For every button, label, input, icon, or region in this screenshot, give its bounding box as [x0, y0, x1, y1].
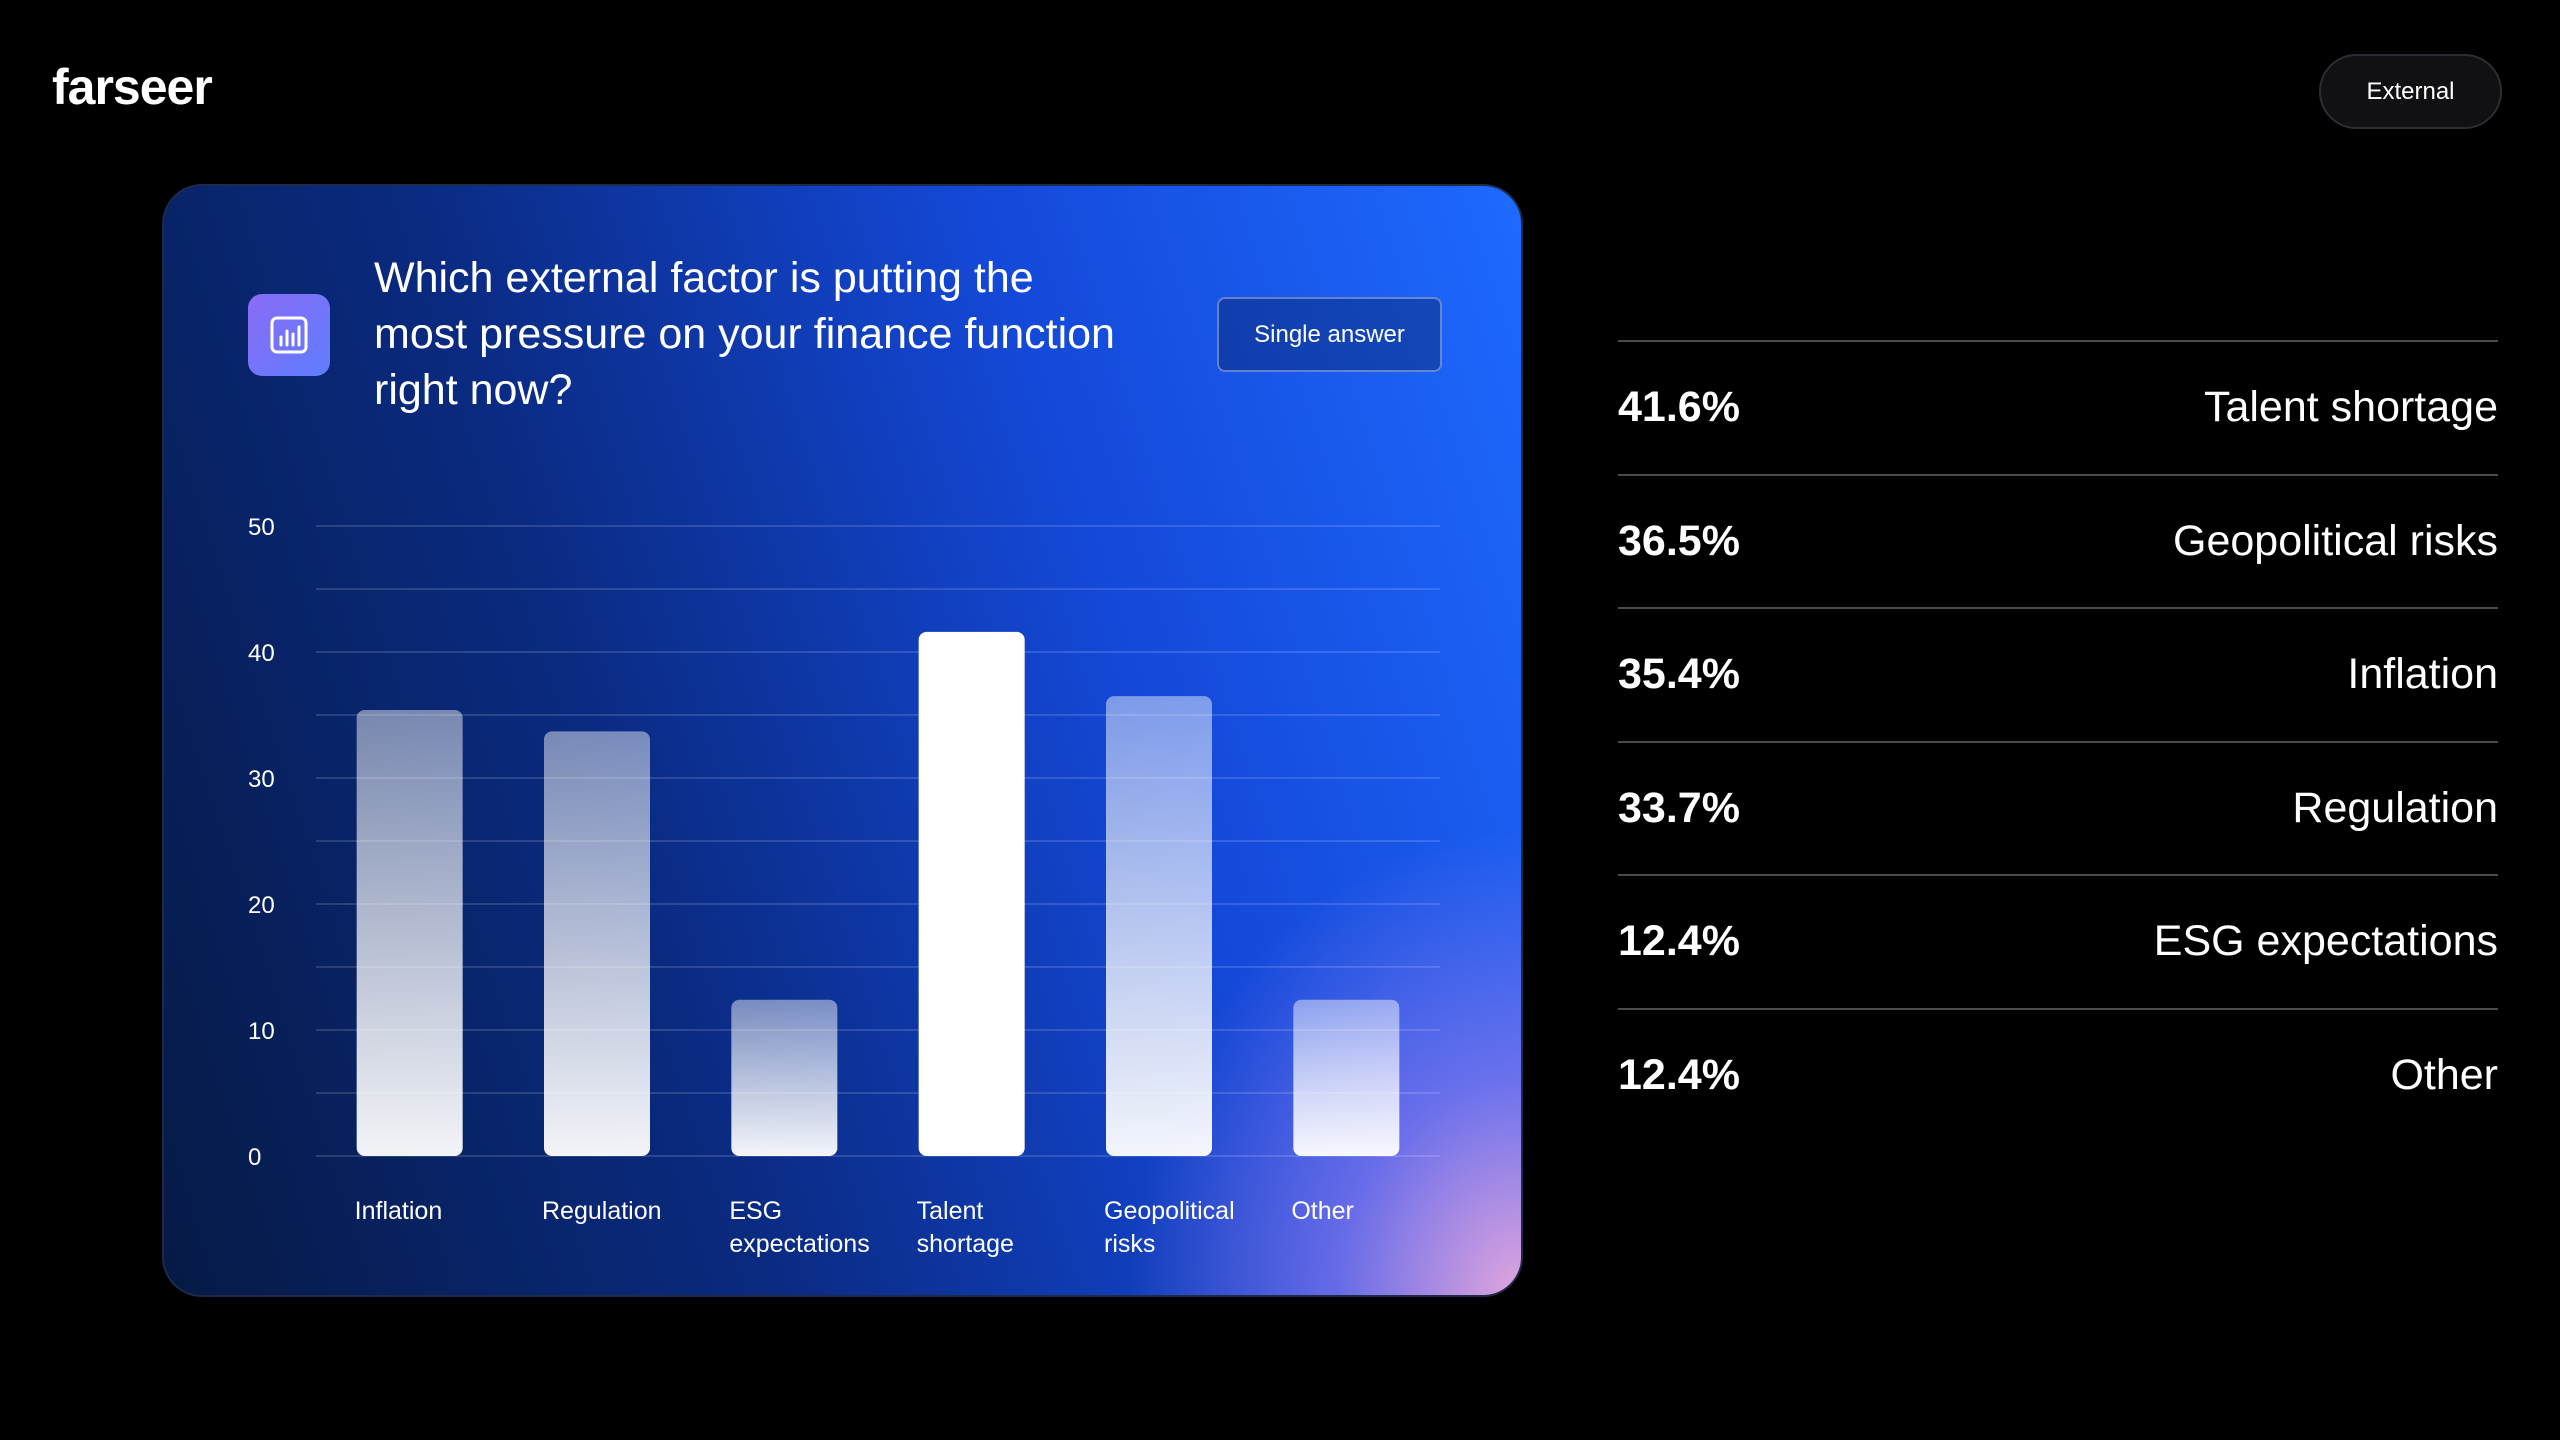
result-percent: 12.4%: [1618, 917, 1740, 966]
result-percent: 33.7%: [1618, 783, 1740, 832]
single-answer-button[interactable]: Single answer: [1217, 297, 1442, 372]
result-label: ESG expectations: [2153, 917, 2498, 966]
result-percent: 12.4%: [1618, 1050, 1740, 1099]
bar-chart: 0 10 20 30 40 50 Inflation Regulation ESG expecta…: [248, 514, 1440, 1258]
result-row: 33.7% Regulation: [1618, 740, 2498, 875]
poll-question: Which external factor is putting the mos…: [374, 254, 1115, 414]
result-percent: 36.5%: [1618, 516, 1740, 565]
y-tick-label: 40: [248, 640, 275, 667]
result-label: Inflation: [2347, 650, 2498, 699]
results-list: 41.6% Talent shortage 36.5% Geopolitical ri…: [1618, 340, 2498, 1141]
poll-card: Which external factor is putting the mos…: [162, 184, 1523, 1297]
y-tick-label: 30: [248, 766, 275, 793]
y-tick-label: 20: [248, 892, 275, 919]
x-tick-label: ESG expectations: [729, 1197, 869, 1258]
result-label: Geopolitical risks: [2173, 516, 2498, 565]
result-row: 12.4% Other: [1618, 1007, 2498, 1142]
result-row: 41.6% Talent shortage: [1618, 340, 2498, 474]
y-tick-label: 10: [248, 1018, 275, 1045]
bar-inflation: [356, 709, 463, 1156]
x-tick-label: Other: [1291, 1197, 1354, 1225]
result-percent: 41.6%: [1618, 383, 1740, 432]
bar-esg-expectations: [731, 999, 838, 1156]
farseer-logo: farseer: [52, 59, 213, 115]
bar-geopolitical-risks: [1106, 696, 1212, 1156]
bar-regulation: [544, 731, 650, 1156]
y-tick-label: 50: [248, 514, 275, 541]
result-label: Regulation: [2292, 783, 2498, 832]
x-tick-label: Inflation: [355, 1197, 443, 1225]
x-tick-label: Regulation: [542, 1197, 662, 1225]
bar-chart-icon: [248, 294, 330, 376]
x-tick-label: Talent shortage: [917, 1197, 1014, 1258]
result-label: Other: [2390, 1050, 2498, 1099]
bar-talent-shortage: [918, 631, 1025, 1156]
bar-other: [1293, 999, 1400, 1156]
result-row: 35.4% Inflation: [1618, 607, 2498, 741]
x-tick-label: Geopolitical risks: [1104, 1197, 1235, 1258]
result-row: 36.5% Geopolitical risks: [1618, 473, 2498, 608]
y-tick-label: 0: [248, 1144, 261, 1171]
result-percent: 35.4%: [1618, 650, 1740, 699]
external-badge[interactable]: External: [2319, 54, 2502, 129]
result-label: Talent shortage: [2203, 383, 2498, 432]
result-row: 12.4% ESG expectations: [1618, 874, 2498, 1008]
